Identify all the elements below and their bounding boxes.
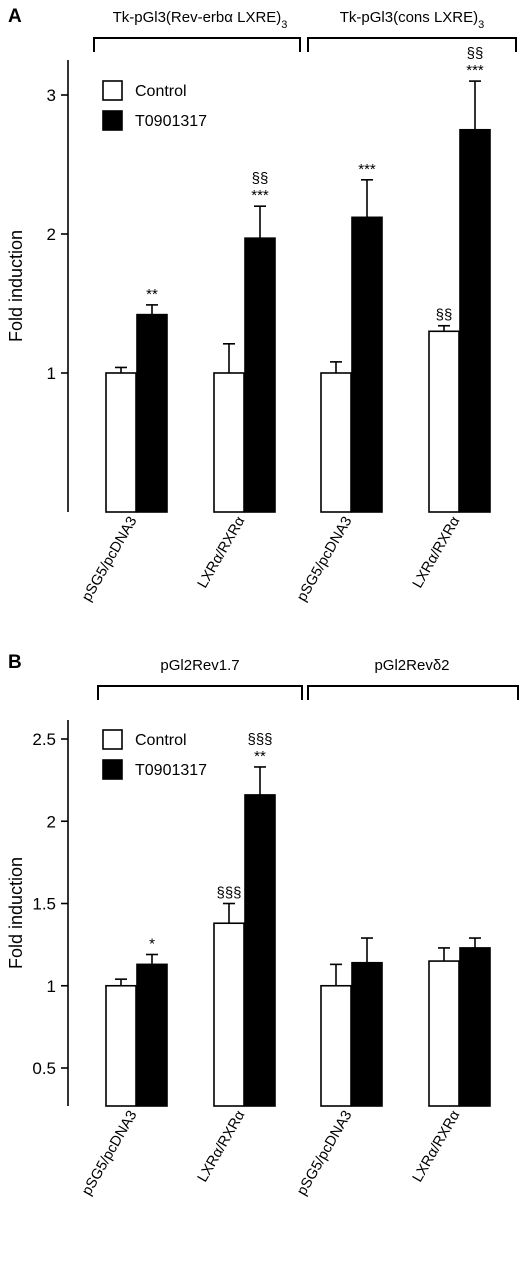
bar-treated <box>459 128 491 513</box>
legend-swatch-control <box>102 729 123 750</box>
bar-treated <box>244 237 276 513</box>
y-axis-title: Fold induction <box>6 230 26 342</box>
group-label: Tk-pGl3(cons LXRE)3 <box>340 9 485 31</box>
x-category-label: LXRα/RXRα <box>195 1108 249 1185</box>
significance-label: ** <box>254 748 266 765</box>
y-tick-label: 0.5 <box>32 1059 56 1078</box>
y-tick-label: 2 <box>47 812 56 831</box>
x-category-label: LXRα/RXRα <box>195 514 249 591</box>
y-axis-title: Fold induction <box>6 857 26 969</box>
y-tick-label: 2.5 <box>32 730 56 749</box>
legend-swatch-treated <box>102 759 123 780</box>
group-bracket <box>307 37 517 52</box>
bar-control <box>428 960 460 1107</box>
legend-swatch-treated <box>102 110 123 131</box>
y-tick-label: 1.5 <box>32 895 56 914</box>
y-tick-label: 3 <box>47 86 56 105</box>
x-category-label: pSG5/pcDNA3 <box>79 1108 140 1198</box>
bar-control <box>320 372 352 513</box>
group-label: Tk-pGl3(Rev-erbα LXRE)3 <box>113 9 288 31</box>
bar-control <box>105 372 137 513</box>
group-bracket <box>307 685 519 700</box>
bar-treated <box>351 961 383 1107</box>
bar-treated <box>244 794 276 1107</box>
group-label: pGl2Rev1.7 <box>160 657 239 674</box>
panel-letter: B <box>8 652 22 673</box>
group-bracket <box>97 685 303 700</box>
significance-label: §§§ <box>216 885 241 902</box>
chart-panel-a: A Tk-pGl3(Rev-erbα LXRE)3 Tk-pGl3(cons LXR… <box>6 6 517 604</box>
bar-treated <box>136 963 168 1107</box>
significance-label: §§§ <box>247 731 272 748</box>
x-category-label: pSG5/pcDNA3 <box>294 1108 355 1198</box>
bar-treated <box>459 947 491 1107</box>
bar-treated <box>351 216 383 513</box>
significance-label: §§ <box>252 170 269 187</box>
significance-label: §§ <box>436 307 453 324</box>
bar-treated <box>136 313 168 513</box>
group-label: pGl2Revδ2 <box>374 657 449 674</box>
bar-control <box>213 922 245 1107</box>
legend-label: T0901317 <box>135 762 207 779</box>
bar-control <box>105 984 137 1107</box>
legend-label: Control <box>135 83 187 100</box>
x-category-label: LXRα/RXRα <box>410 1108 464 1185</box>
panel-letter: A <box>8 6 22 27</box>
legend-swatch-control <box>102 80 123 101</box>
y-tick-label: 2 <box>47 225 56 244</box>
significance-label: * <box>149 935 155 952</box>
significance-label: *** <box>251 187 269 204</box>
bar-control <box>320 984 352 1107</box>
significance-label: *** <box>466 62 484 79</box>
significance-label: ** <box>146 286 158 303</box>
bar-control <box>428 330 460 513</box>
x-category-label: pSG5/pcDNA3 <box>79 514 140 604</box>
significance-label: *** <box>358 161 376 178</box>
legend-label: T0901317 <box>135 113 207 130</box>
y-tick-label: 1 <box>47 364 56 383</box>
x-category-label: LXRα/RXRα <box>410 514 464 591</box>
legend-label: Control <box>135 732 187 749</box>
group-bracket <box>93 37 301 52</box>
x-category-label: pSG5/pcDNA3 <box>294 514 355 604</box>
bar-control <box>213 372 245 513</box>
y-tick-label: 1 <box>47 977 56 996</box>
significance-label: §§ <box>467 45 484 62</box>
